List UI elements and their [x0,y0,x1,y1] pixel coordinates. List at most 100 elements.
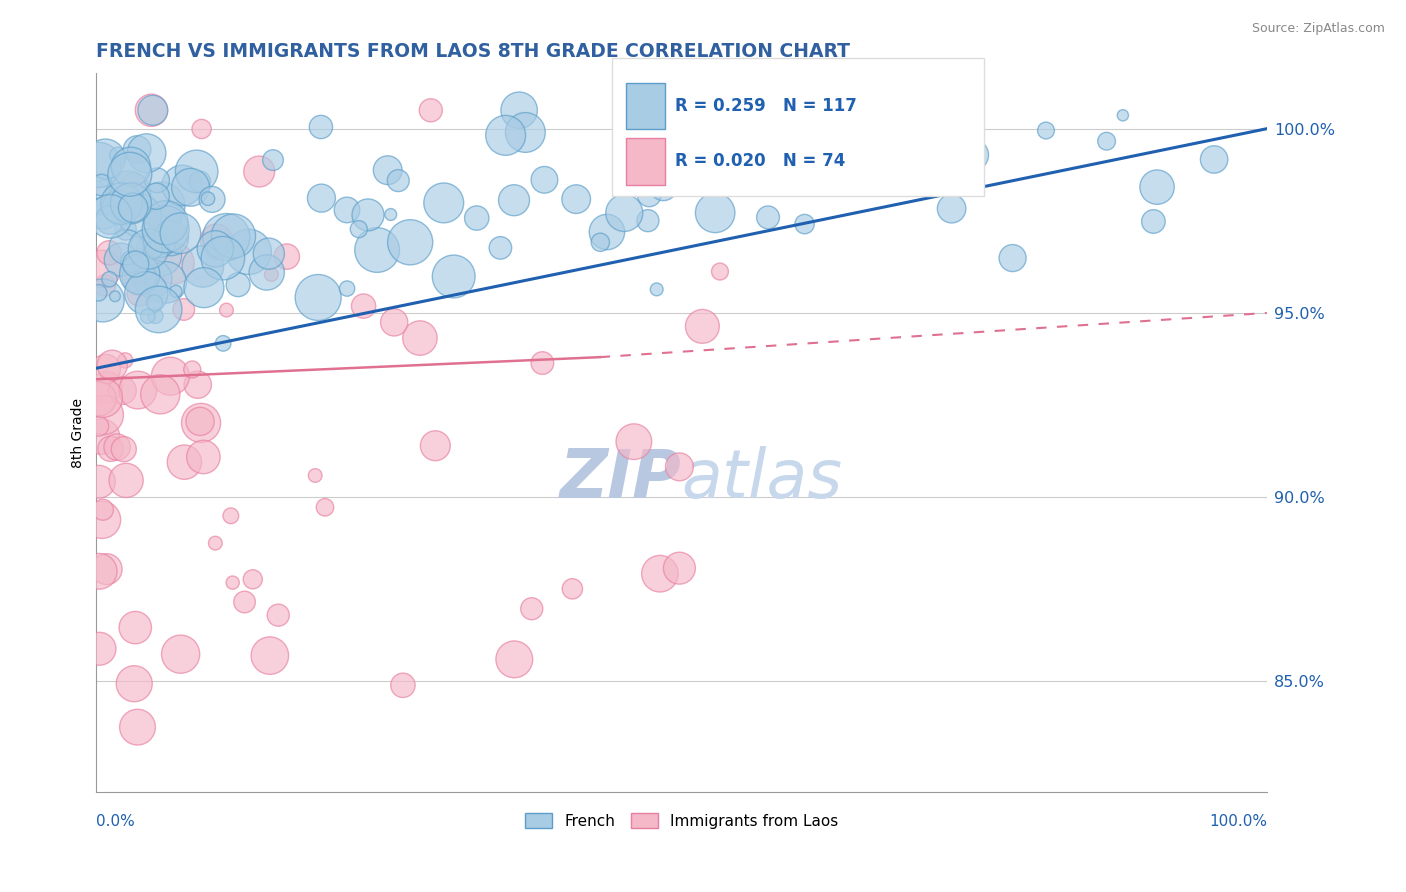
Point [336,282,359,296]
Point [155,276,177,290]
Point [215,230,238,244]
Point [145,309,167,323]
Point [98,213,121,227]
Point [117,186,139,201]
Point [139,240,162,254]
Point [129,209,152,223]
Point [652,180,675,194]
Point [1204,153,1226,167]
Point [93,206,115,220]
Point [1112,108,1135,122]
Point [165,285,187,299]
Point [105,440,128,454]
Point [515,126,537,140]
Point [962,148,984,162]
Point [419,103,441,118]
Point [187,377,209,392]
Point [162,256,184,270]
Point [122,677,145,691]
Point [145,189,167,203]
Point [155,216,177,230]
Point [638,187,661,202]
Point [589,235,612,250]
Point [110,252,132,267]
Point [87,475,110,489]
Point [756,211,779,225]
Point [150,198,173,212]
Point [645,282,668,296]
Point [683,164,706,178]
Point [186,164,208,178]
Point [169,227,191,241]
Point [124,621,146,635]
Point [941,202,963,216]
Point [201,193,224,207]
Point [1035,123,1057,137]
Point [307,291,329,305]
Point [233,595,256,609]
Point [118,167,141,181]
Point [190,416,212,430]
Point [668,459,690,474]
Point [159,369,181,384]
Point [366,243,388,257]
Point [149,387,172,401]
Point [173,302,195,317]
Point [1095,134,1118,148]
Point [380,207,402,221]
Point [90,178,112,192]
Point [112,442,135,457]
Point [111,384,134,398]
Point [276,250,298,264]
Point [259,648,281,663]
Point [188,414,211,428]
Point [256,265,278,279]
Text: R = 0.020   N = 74: R = 0.020 N = 74 [675,153,845,170]
Point [648,566,671,581]
Point [425,439,447,453]
Point [150,248,173,262]
Point [495,128,517,143]
Point [314,500,336,515]
Point [135,286,157,301]
Point [353,299,375,313]
Point [503,193,526,207]
Point [221,575,243,590]
Point [129,236,152,251]
Point [87,285,110,300]
Text: R = 0.259   N = 117: R = 0.259 N = 117 [675,97,856,115]
Point [127,720,149,734]
Point [267,608,290,623]
Point [188,175,211,189]
Point [382,315,405,329]
Point [98,245,121,260]
Point [91,513,114,527]
Text: ZIP: ZIP [560,446,682,512]
Point [347,222,370,236]
Point [623,434,645,449]
Point [110,196,132,211]
Point [141,103,163,118]
Point [197,192,219,206]
Point [107,148,129,162]
Point [108,200,131,214]
Point [94,362,117,376]
Point [1142,214,1164,228]
Point [138,242,160,256]
Point [131,258,153,272]
Point [91,430,114,444]
Point [205,233,228,247]
Point [122,201,145,215]
Point [357,208,380,222]
Point [377,163,399,178]
Point [387,173,409,187]
Point [104,289,127,303]
Point [157,209,180,223]
Point [212,251,235,265]
Point [114,222,136,236]
Point [91,261,114,276]
Point [205,243,228,257]
Point [709,264,731,278]
Point [193,280,215,294]
Y-axis label: 8th Grade: 8th Grade [72,398,86,467]
